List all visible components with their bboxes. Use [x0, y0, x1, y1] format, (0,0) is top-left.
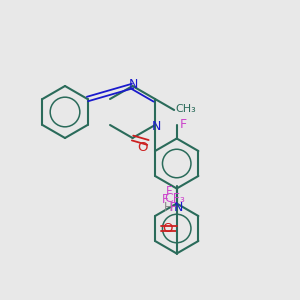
- Text: N: N: [129, 79, 138, 92]
- Text: O: O: [138, 141, 148, 154]
- Text: CF₃: CF₃: [164, 192, 185, 205]
- Text: N: N: [174, 201, 183, 214]
- Text: F: F: [180, 118, 187, 131]
- Text: N: N: [152, 119, 161, 133]
- Text: CH₃: CH₃: [176, 104, 196, 114]
- Text: H: H: [164, 201, 173, 214]
- Text: F: F: [161, 193, 168, 206]
- Text: O: O: [163, 222, 173, 235]
- Text: F: F: [165, 185, 172, 198]
- Text: F: F: [169, 201, 176, 214]
